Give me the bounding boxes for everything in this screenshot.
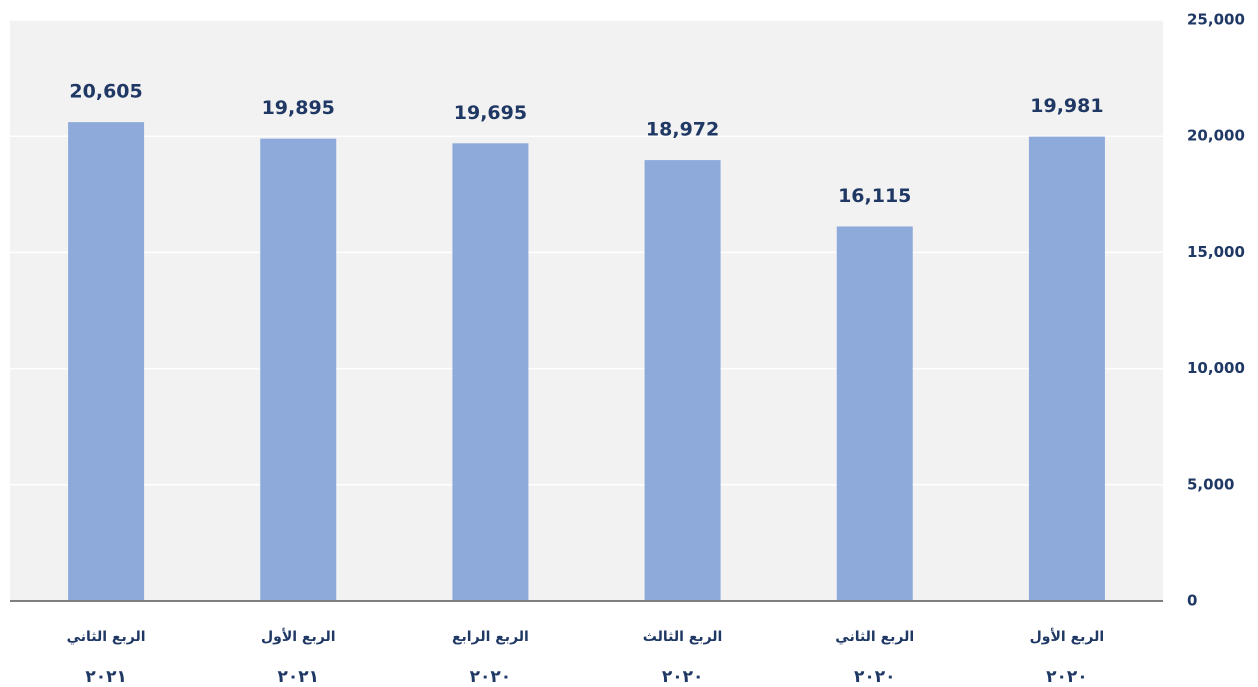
y-tick-label: 25,000 — [1187, 11, 1245, 29]
x-tick-year: ٢٠٢٠ — [854, 667, 896, 687]
data-label: 18,972 — [646, 119, 719, 141]
x-tick-label: الربع الأول — [1030, 628, 1105, 645]
data-label: 16,115 — [838, 185, 911, 207]
y-tick-label: 10,000 — [1187, 359, 1245, 377]
x-tick-year: ٢٠٢١ — [85, 667, 127, 687]
data-label: 19,981 — [1030, 95, 1103, 117]
x-tick-year: ٢٠٢٠ — [662, 667, 704, 687]
x-tick-label: الربع الرابع — [452, 629, 529, 645]
bar — [452, 143, 529, 601]
x-tick-label: الربع الثاني — [67, 629, 146, 645]
bar — [68, 122, 145, 601]
y-tick-label: 5,000 — [1187, 475, 1234, 493]
bar — [644, 160, 721, 602]
bar — [836, 226, 913, 601]
x-tick-label: الربع الثالث — [643, 629, 723, 645]
data-label: 19,895 — [262, 97, 335, 119]
y-tick-label: 0 — [1187, 592, 1197, 610]
x-tick-label: الربع الأول — [261, 628, 336, 645]
y-tick-label: 20,000 — [1187, 127, 1245, 145]
data-label: 20,605 — [69, 81, 142, 103]
x-tick-year: ٢٠٢٠ — [470, 667, 512, 687]
y-tick-label: 15,000 — [1187, 243, 1245, 261]
x-tick-year: ٢٠٢١ — [277, 667, 319, 687]
x-tick-year: ٢٠٢٠ — [1046, 667, 1088, 687]
plot-background — [10, 20, 1163, 601]
bar — [1028, 136, 1105, 602]
x-tick-label: الربع الثاني — [835, 629, 914, 645]
bar — [260, 138, 337, 601]
data-label: 19,695 — [454, 102, 527, 124]
